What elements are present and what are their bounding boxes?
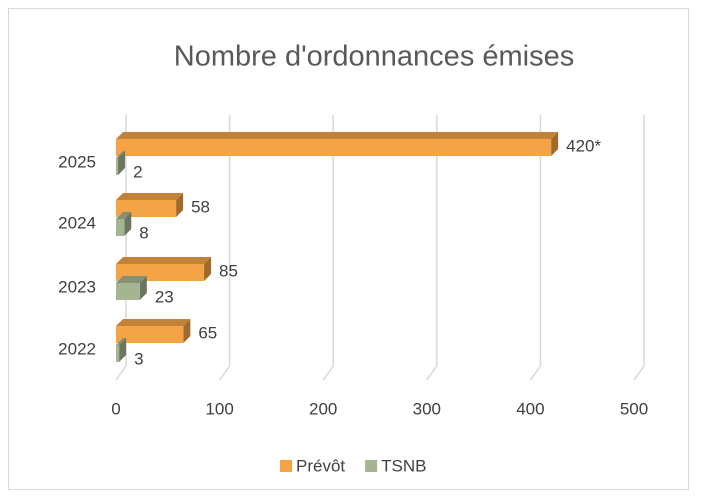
x-tick-label: 500: [620, 399, 648, 418]
y-tick-label: 2025: [58, 152, 96, 171]
bar-top: [116, 257, 212, 264]
bar-side: [124, 212, 132, 236]
y-tick-label: 2024: [58, 213, 96, 232]
value-label: 85: [219, 261, 238, 280]
y-tick-label: 2023: [58, 277, 96, 296]
bar-side: [551, 132, 559, 156]
x-tick-label: 400: [516, 399, 544, 418]
value-label: 23: [155, 287, 174, 306]
bar-side: [118, 151, 126, 175]
value-label: 58: [191, 197, 210, 216]
bar: [116, 326, 184, 343]
legend-swatch: [280, 460, 292, 472]
bar-top: [116, 338, 127, 345]
bar-top: [116, 132, 559, 139]
x-tick-label: 200: [309, 399, 337, 418]
value-label: 3: [134, 349, 143, 368]
bar: [116, 219, 125, 236]
bar: [116, 345, 120, 362]
chart-title: Nombre d'ordonnances émises: [174, 41, 574, 73]
grid-line: [322, 115, 334, 381]
value-label: 420*: [566, 136, 601, 155]
bar-side: [119, 338, 127, 362]
chart-border: [8, 8, 689, 490]
bar-side: [183, 319, 191, 343]
grid-line: [426, 115, 438, 381]
grid-line: [633, 115, 645, 381]
bar-side: [176, 193, 184, 217]
bar-top: [116, 151, 126, 158]
legend-swatch: [365, 460, 378, 472]
grid-line: [218, 115, 231, 381]
value-label: 2: [133, 162, 142, 181]
bar-top: [116, 319, 191, 326]
value-label: 8: [139, 223, 148, 242]
y-tick-label: 2022: [58, 339, 96, 358]
bar: [116, 283, 140, 300]
legend-label: Prévôt: [296, 456, 345, 475]
x-tick-label: 0: [111, 399, 120, 418]
bar: [116, 139, 552, 156]
value-label: 65: [198, 323, 217, 342]
bar-side: [139, 276, 147, 300]
legend-label: TSNB: [381, 456, 426, 475]
x-tick-label: 100: [205, 399, 233, 418]
bar-side: [204, 257, 212, 281]
bar-top: [116, 276, 147, 283]
bar-top: [116, 212, 132, 219]
x-tick-label: 300: [413, 399, 441, 418]
grid-line: [529, 115, 542, 381]
bar-top: [116, 193, 184, 200]
bar: [116, 158, 119, 175]
